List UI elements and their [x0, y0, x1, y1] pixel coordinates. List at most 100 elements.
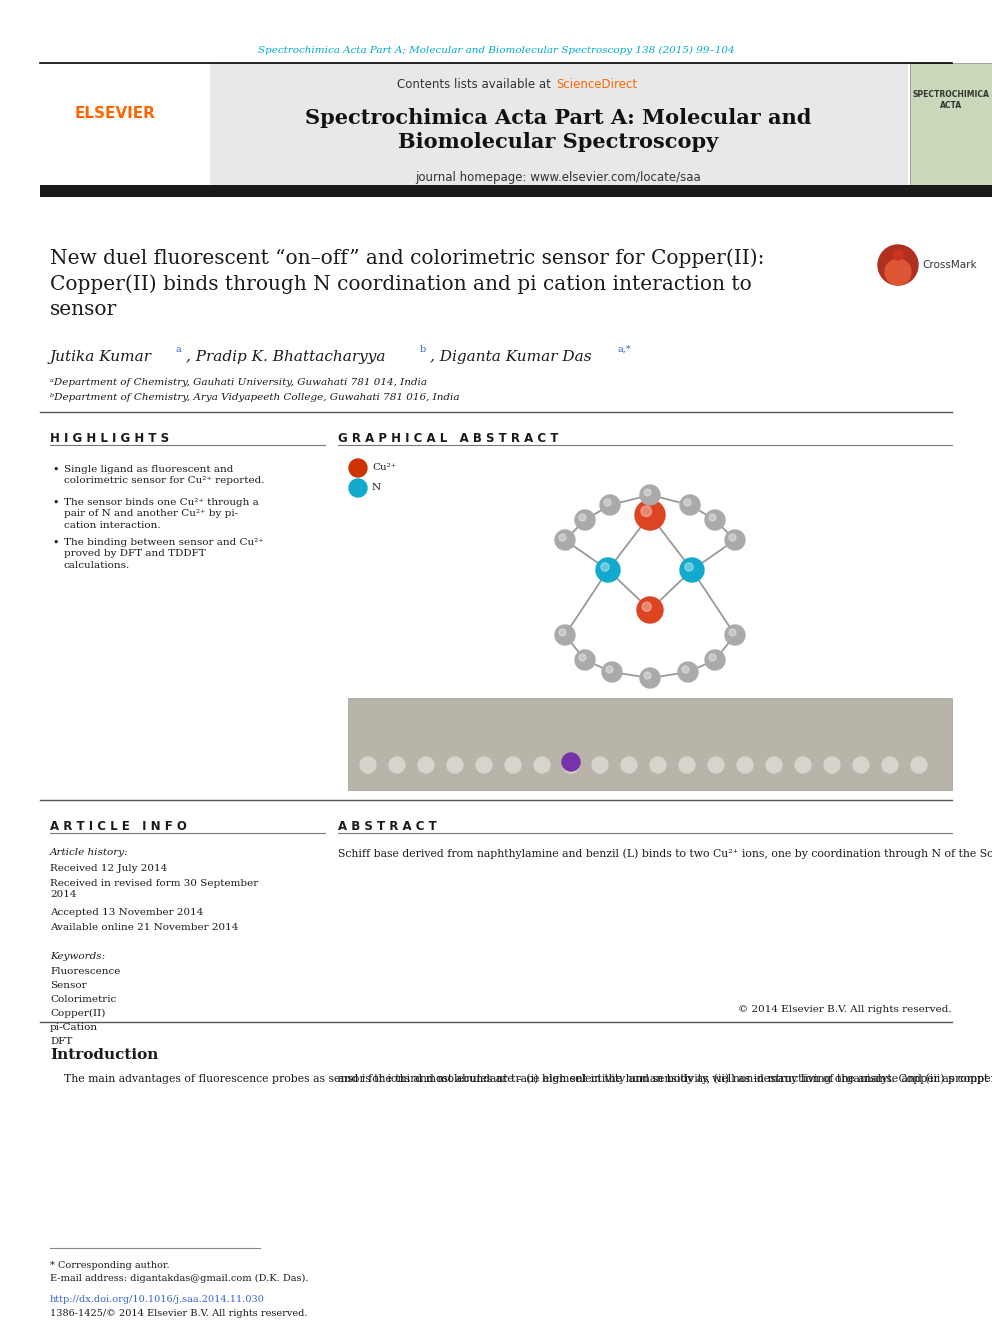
Circle shape [709, 515, 716, 521]
Circle shape [579, 515, 586, 521]
Circle shape [725, 624, 745, 646]
Circle shape [737, 757, 753, 773]
Text: DFT: DFT [50, 1037, 72, 1046]
Text: a: a [176, 345, 182, 355]
Text: E-mail address: digantakdas@gmail.com (D.K. Das).: E-mail address: digantakdas@gmail.com (D… [50, 1274, 309, 1283]
Circle shape [729, 628, 736, 636]
Circle shape [680, 495, 700, 515]
Text: ScienceDirect: ScienceDirect [556, 78, 637, 91]
Text: pi-Cation: pi-Cation [50, 1023, 98, 1032]
Text: Received 12 July 2014: Received 12 July 2014 [50, 864, 168, 873]
FancyBboxPatch shape [210, 64, 908, 185]
Circle shape [878, 245, 918, 284]
Text: Schiff base derived from naphthylamine and benzil (L) binds to two Cu²⁺ ions, on: Schiff base derived from naphthylamine a… [338, 848, 992, 859]
Text: , Pradip K. Bhattacharyya: , Pradip K. Bhattacharyya [186, 351, 386, 364]
Text: Fluorescence: Fluorescence [50, 967, 120, 976]
Circle shape [729, 534, 736, 541]
Text: Sensor: Sensor [50, 980, 86, 990]
Circle shape [600, 495, 620, 515]
Text: , Diganta Kumar Das: , Diganta Kumar Das [430, 351, 591, 364]
Circle shape [418, 757, 434, 773]
Circle shape [389, 757, 405, 773]
Circle shape [684, 562, 693, 572]
Text: b: b [420, 345, 427, 355]
Text: Received in revised form 30 September
2014: Received in revised form 30 September 20… [50, 878, 258, 900]
Text: * Corresponding author.: * Corresponding author. [50, 1261, 170, 1270]
Circle shape [559, 534, 566, 541]
FancyBboxPatch shape [348, 699, 952, 790]
Circle shape [679, 757, 695, 773]
Text: Article history:: Article history: [50, 848, 129, 857]
Text: ELSEVIER: ELSEVIER [74, 106, 156, 120]
Text: Introduction: Introduction [50, 1048, 159, 1062]
Text: ᵇDepartment of Chemistry, Arya Vidyapeeth College, Guwahati 781 016, India: ᵇDepartment of Chemistry, Arya Vidyapeet… [50, 393, 459, 402]
Text: Jutika Kumar: Jutika Kumar [50, 351, 152, 364]
Circle shape [641, 505, 652, 516]
Text: •: • [52, 538, 59, 548]
Circle shape [644, 490, 651, 496]
Circle shape [644, 672, 651, 679]
Circle shape [893, 250, 903, 261]
Circle shape [621, 757, 637, 773]
Text: Keywords:: Keywords: [50, 953, 105, 960]
Text: Available online 21 November 2014: Available online 21 November 2014 [50, 923, 238, 931]
Circle shape [601, 562, 609, 572]
Circle shape [349, 479, 367, 497]
Text: New duel fluorescent “on–off” and colorimetric sensor for Copper(II):
Copper(II): New duel fluorescent “on–off” and colori… [50, 247, 765, 319]
Circle shape [678, 662, 698, 681]
Circle shape [534, 757, 550, 773]
Text: Spectrochimica Acta Part A; Molecular and Biomolecular Spectroscopy 138 (2015) 9: Spectrochimica Acta Part A; Molecular an… [258, 45, 734, 54]
Text: © 2014 Elsevier B.V. All rights reserved.: © 2014 Elsevier B.V. All rights reserved… [738, 1005, 952, 1013]
Circle shape [709, 654, 716, 662]
Circle shape [766, 757, 782, 773]
Text: Accepted 13 November 2014: Accepted 13 November 2014 [50, 908, 203, 917]
Circle shape [635, 500, 665, 531]
Circle shape [640, 668, 660, 688]
Circle shape [360, 757, 376, 773]
Circle shape [596, 558, 620, 582]
Text: and is the third most abundant trace element in the human body as well as in man: and is the third most abundant trace ele… [338, 1073, 992, 1084]
Text: 1386-1425/© 2014 Elsevier B.V. All rights reserved.: 1386-1425/© 2014 Elsevier B.V. All right… [50, 1308, 308, 1318]
Circle shape [705, 650, 725, 669]
Text: Colorimetric: Colorimetric [50, 995, 116, 1004]
Text: •: • [52, 497, 59, 508]
Circle shape [555, 531, 575, 550]
Text: http://dx.doi.org/10.1016/j.saa.2014.11.030: http://dx.doi.org/10.1016/j.saa.2014.11.… [50, 1295, 265, 1304]
Circle shape [349, 459, 367, 478]
Text: The sensor binds one Cu²⁺ through a
pair of N and another Cu²⁺ by pi-
cation int: The sensor binds one Cu²⁺ through a pair… [64, 497, 259, 531]
Circle shape [705, 509, 725, 531]
Text: G R A P H I C A L   A B S T R A C T: G R A P H I C A L A B S T R A C T [338, 433, 558, 445]
FancyBboxPatch shape [40, 185, 992, 197]
Circle shape [824, 757, 840, 773]
Circle shape [447, 757, 463, 773]
Text: H I G H L I G H T S: H I G H L I G H T S [50, 433, 169, 445]
Circle shape [708, 757, 724, 773]
Circle shape [650, 757, 666, 773]
Circle shape [604, 499, 611, 505]
Text: The binding between sensor and Cu²⁺
proved by DFT and TDDFT
calculations.: The binding between sensor and Cu²⁺ prov… [64, 538, 264, 570]
Circle shape [602, 662, 622, 681]
Circle shape [682, 665, 689, 673]
Circle shape [575, 650, 595, 669]
Circle shape [853, 757, 869, 773]
FancyBboxPatch shape [910, 64, 992, 185]
Circle shape [642, 602, 652, 611]
Circle shape [476, 757, 492, 773]
Text: ᵃDepartment of Chemistry, Gauhati University, Guwahati 781 014, India: ᵃDepartment of Chemistry, Gauhati Univer… [50, 378, 427, 388]
Text: Contents lists available at: Contents lists available at [398, 78, 555, 91]
Text: Cu²⁺: Cu²⁺ [372, 463, 396, 472]
Circle shape [725, 531, 745, 550]
Text: N: N [372, 483, 381, 492]
Circle shape [640, 486, 660, 505]
Circle shape [563, 757, 579, 773]
Circle shape [562, 753, 580, 771]
Text: Spectrochimica Acta Part A: Molecular and
Biomolecular Spectroscopy: Spectrochimica Acta Part A: Molecular an… [305, 107, 811, 152]
Circle shape [795, 757, 811, 773]
Text: A R T I C L E   I N F O: A R T I C L E I N F O [50, 820, 186, 833]
Text: •: • [52, 464, 59, 475]
Circle shape [911, 757, 927, 773]
Text: Copper(II): Copper(II) [50, 1009, 105, 1019]
Text: The main advantages of fluorescence probes as sensor for ions and molecules are : The main advantages of fluorescence prob… [50, 1073, 992, 1084]
Circle shape [882, 757, 898, 773]
Circle shape [579, 654, 586, 662]
